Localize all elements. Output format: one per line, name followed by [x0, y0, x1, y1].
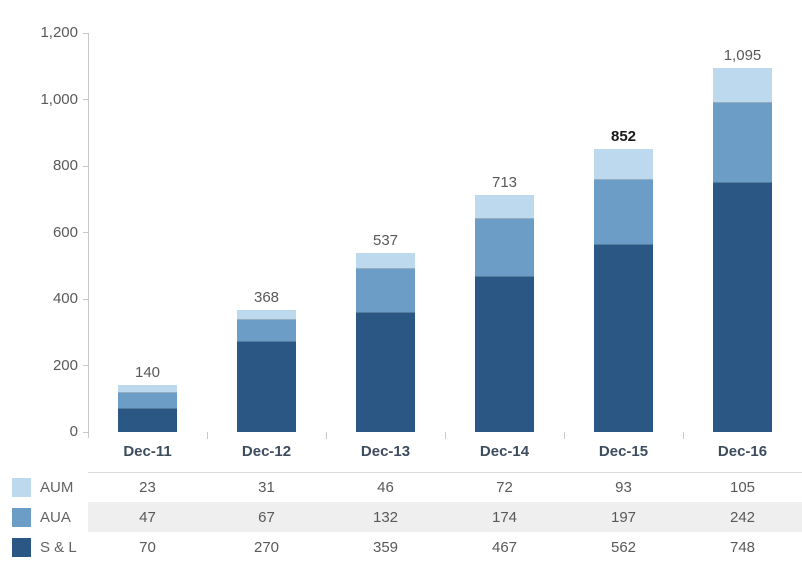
y-axis-label: 1,200 [40, 24, 78, 41]
category-separator-tick [207, 432, 208, 439]
y-axis-tick [83, 165, 88, 167]
bar-total-label: 713 [491, 173, 518, 191]
table-cell: 105 [729, 479, 756, 496]
stacked-bar-chart: 0 200 400 600 800 1,000 1,200 140 Dec-11 368 Dec-1… [40, 24, 772, 460]
legend-swatch-icon [12, 537, 31, 557]
bar-segment-aum [713, 67, 772, 103]
bar-segment-aum [356, 253, 415, 269]
bar-segment-aum [118, 385, 177, 394]
y-axis-label: 800 [52, 157, 78, 174]
bar-total-label: 537 [372, 232, 399, 250]
table-cell: 197 [610, 508, 637, 526]
bar-total-label: 1,095 [723, 46, 762, 64]
table-cell: 46 [377, 479, 394, 496]
bar-segment-sl [594, 245, 653, 432]
legend-label: AUM [40, 478, 74, 496]
bar-segment-aua [356, 268, 415, 313]
table-cell: 242 [729, 508, 756, 526]
x-axis-label: Dec-14 [479, 443, 530, 460]
bar-segment-sl [237, 342, 296, 432]
y-axis-tick [83, 99, 88, 100]
table-row-aua: AUA 47 67 132 174 197 242 [0, 502, 802, 532]
table-cell: 72 [496, 479, 513, 496]
table-row-values: 23 31 46 72 93 105 [88, 472, 802, 502]
legend-swatch-icon [12, 477, 31, 497]
y-axis-label: 0 [69, 423, 78, 440]
bar-segment-aum [237, 309, 296, 320]
bar-segment-aua [713, 102, 772, 184]
bar-segment-aua [594, 179, 653, 246]
x-axis-label: Dec-13 [360, 443, 411, 460]
table-cell: 748 [729, 538, 756, 556]
table-cell: 467 [491, 538, 518, 556]
table-cell: 359 [372, 538, 399, 556]
bar-total-label: 852 [610, 127, 637, 145]
y-axis-tick [83, 431, 88, 433]
bar-segment-aua [475, 218, 534, 277]
bar-segment-aum [594, 148, 653, 180]
table-cell: 562 [610, 538, 637, 556]
bar-segment-sl [713, 183, 772, 432]
legend-label: S & L [40, 538, 77, 556]
table-row-aum: AUM 23 31 46 72 93 105 [0, 472, 802, 502]
x-axis-label: Dec-11 [123, 443, 172, 460]
bar-total-label: 368 [253, 288, 280, 306]
y-axis-label: 600 [52, 223, 78, 241]
y-axis-tick [83, 365, 88, 366]
table-cell: 174 [491, 508, 518, 526]
table-row-values: 70 270 359 467 562 748 [88, 532, 802, 562]
y-axis-tick [83, 32, 88, 34]
y-axis-line [88, 33, 89, 438]
table-cell: 47 [139, 508, 156, 526]
table-cell: 31 [258, 479, 275, 496]
y-axis-tick [83, 298, 88, 300]
bar-segment-aum [475, 194, 534, 219]
table-cell: 270 [253, 538, 280, 556]
bar-segment-aua [118, 393, 177, 409]
bar-total-label: 140 [134, 364, 161, 382]
legend-swatch-icon [12, 507, 31, 527]
table-cell: 93 [615, 479, 632, 496]
legend-label: AUA [40, 508, 71, 526]
x-axis-label: Dec-15 [598, 443, 649, 460]
y-axis-tick [83, 232, 88, 233]
table-cell: 67 [258, 508, 275, 526]
table-row-sl: S & L 70 270 359 467 562 748 [0, 532, 802, 562]
x-axis-label: Dec-12 [241, 443, 292, 460]
category-separator-tick [683, 432, 684, 439]
bar-segment-aua [237, 319, 296, 343]
table-cell: 70 [139, 538, 156, 556]
legend-cell: AUA [0, 502, 88, 532]
category-separator-tick [326, 432, 327, 439]
table-cell: 23 [139, 479, 156, 496]
legend-cell: S & L [0, 532, 88, 562]
y-axis-label: 400 [52, 290, 78, 307]
bar-segment-sl [475, 276, 534, 432]
legend-cell: AUM [0, 472, 88, 502]
category-separator-tick [445, 432, 446, 439]
x-axis-label: Dec-16 [717, 443, 768, 460]
category-separator-tick [564, 432, 565, 439]
data-table: AUM 23 31 46 72 93 105 AUA 47 67 132 174 197 242 S & L… [0, 472, 802, 562]
bar-segment-sl [118, 408, 177, 432]
y-axis-label: 1,000 [40, 90, 78, 108]
table-cell: 132 [372, 508, 399, 526]
bar-segment-sl [356, 312, 415, 432]
table-row-values: 47 67 132 174 197 242 [88, 502, 802, 532]
y-axis-label: 200 [52, 356, 78, 374]
